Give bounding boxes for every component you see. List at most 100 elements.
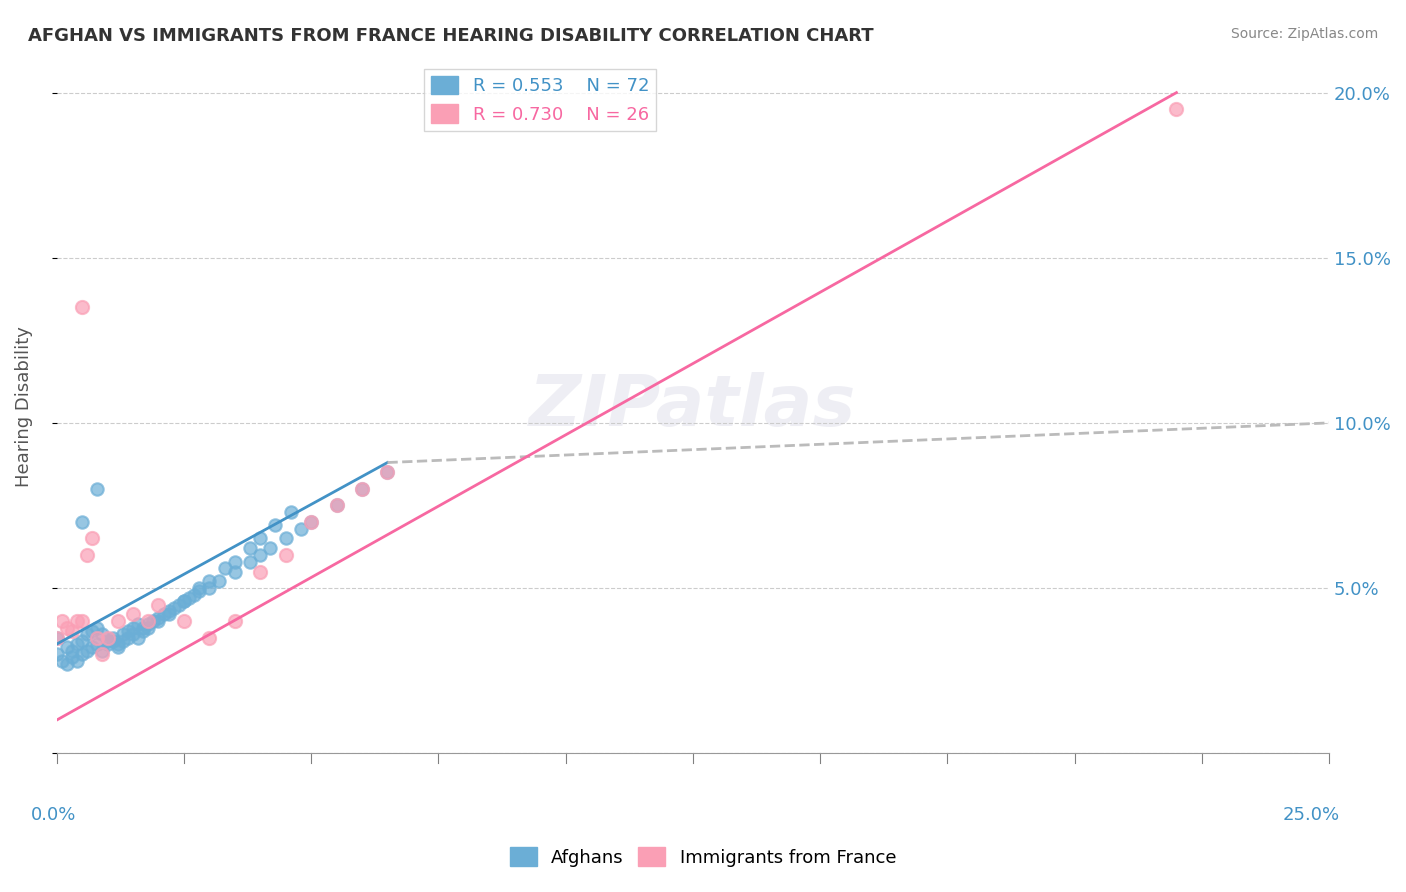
Point bbox=[66, 637, 89, 651]
Point bbox=[70, 647, 93, 661]
Point bbox=[101, 631, 124, 645]
Point bbox=[96, 631, 118, 645]
Point bbox=[152, 607, 174, 622]
Point bbox=[259, 541, 281, 556]
Point bbox=[188, 584, 211, 599]
Point bbox=[148, 611, 170, 625]
Text: 25.0%: 25.0% bbox=[1282, 806, 1340, 824]
Point bbox=[280, 505, 302, 519]
Point bbox=[127, 631, 149, 645]
Point bbox=[56, 657, 79, 671]
Point bbox=[183, 588, 205, 602]
Text: AFGHAN VS IMMIGRANTS FROM FRANCE HEARING DISABILITY CORRELATION CHART: AFGHAN VS IMMIGRANTS FROM FRANCE HEARING… bbox=[28, 27, 873, 45]
Point bbox=[249, 548, 271, 562]
Legend: Afghans, Immigrants from France: Afghans, Immigrants from France bbox=[502, 840, 904, 874]
Point bbox=[70, 633, 93, 648]
Point bbox=[377, 466, 399, 480]
Point bbox=[70, 301, 93, 315]
Point bbox=[76, 627, 98, 641]
Point bbox=[173, 594, 195, 608]
Point bbox=[274, 548, 297, 562]
Point bbox=[60, 644, 83, 658]
Point bbox=[56, 640, 79, 655]
Point bbox=[157, 607, 180, 622]
Text: ZIPatlas: ZIPatlas bbox=[529, 372, 856, 441]
Point bbox=[66, 654, 89, 668]
Point bbox=[76, 548, 98, 562]
Point bbox=[224, 555, 246, 569]
Point bbox=[111, 627, 134, 641]
Point bbox=[86, 482, 108, 496]
Point bbox=[249, 532, 271, 546]
Point bbox=[136, 617, 159, 632]
Point bbox=[148, 598, 170, 612]
Point bbox=[224, 565, 246, 579]
Point bbox=[325, 499, 347, 513]
Point bbox=[60, 650, 83, 665]
Point bbox=[82, 624, 104, 638]
Point bbox=[86, 621, 108, 635]
Point bbox=[208, 574, 231, 589]
Point bbox=[173, 594, 195, 608]
Point bbox=[163, 600, 186, 615]
Point bbox=[82, 640, 104, 655]
Point bbox=[107, 637, 129, 651]
Point bbox=[107, 614, 129, 628]
Point bbox=[56, 621, 79, 635]
Point bbox=[76, 644, 98, 658]
Text: 0.0%: 0.0% bbox=[31, 806, 76, 824]
Point bbox=[60, 624, 83, 638]
Point bbox=[198, 631, 221, 645]
Y-axis label: Hearing Disability: Hearing Disability bbox=[15, 326, 32, 487]
Point bbox=[122, 621, 145, 635]
Point bbox=[1166, 102, 1188, 116]
Point bbox=[91, 647, 114, 661]
Point bbox=[290, 522, 312, 536]
Point bbox=[239, 541, 262, 556]
Point bbox=[122, 627, 145, 641]
Text: Source: ZipAtlas.com: Source: ZipAtlas.com bbox=[1230, 27, 1378, 41]
Point bbox=[101, 633, 124, 648]
Point bbox=[132, 621, 155, 635]
Point bbox=[127, 617, 149, 632]
Point bbox=[299, 515, 322, 529]
Point bbox=[70, 515, 93, 529]
Point bbox=[111, 633, 134, 648]
Point bbox=[45, 647, 67, 661]
Point bbox=[82, 532, 104, 546]
Point bbox=[173, 614, 195, 628]
Point bbox=[122, 607, 145, 622]
Point bbox=[107, 640, 129, 655]
Point bbox=[117, 624, 139, 638]
Point bbox=[377, 466, 399, 480]
Point bbox=[96, 637, 118, 651]
Point bbox=[177, 591, 200, 605]
Point bbox=[264, 518, 287, 533]
Point bbox=[350, 482, 373, 496]
Point bbox=[51, 654, 73, 668]
Point bbox=[136, 614, 159, 628]
Point bbox=[45, 631, 67, 645]
Point bbox=[299, 515, 322, 529]
Point bbox=[214, 561, 236, 575]
Point bbox=[157, 604, 180, 618]
Point bbox=[198, 581, 221, 595]
Point bbox=[51, 614, 73, 628]
Point bbox=[198, 574, 221, 589]
Point bbox=[66, 614, 89, 628]
Point bbox=[325, 499, 347, 513]
Point bbox=[239, 555, 262, 569]
Point bbox=[136, 621, 159, 635]
Point bbox=[117, 631, 139, 645]
Point bbox=[132, 624, 155, 638]
Point bbox=[142, 614, 165, 628]
Point bbox=[91, 627, 114, 641]
Point bbox=[70, 614, 93, 628]
Point bbox=[224, 614, 246, 628]
Point bbox=[86, 637, 108, 651]
Point bbox=[350, 482, 373, 496]
Point bbox=[96, 633, 118, 648]
Point bbox=[91, 644, 114, 658]
Legend: R = 0.553    N = 72, R = 0.730    N = 26: R = 0.553 N = 72, R = 0.730 N = 26 bbox=[425, 69, 657, 131]
Point bbox=[249, 565, 271, 579]
